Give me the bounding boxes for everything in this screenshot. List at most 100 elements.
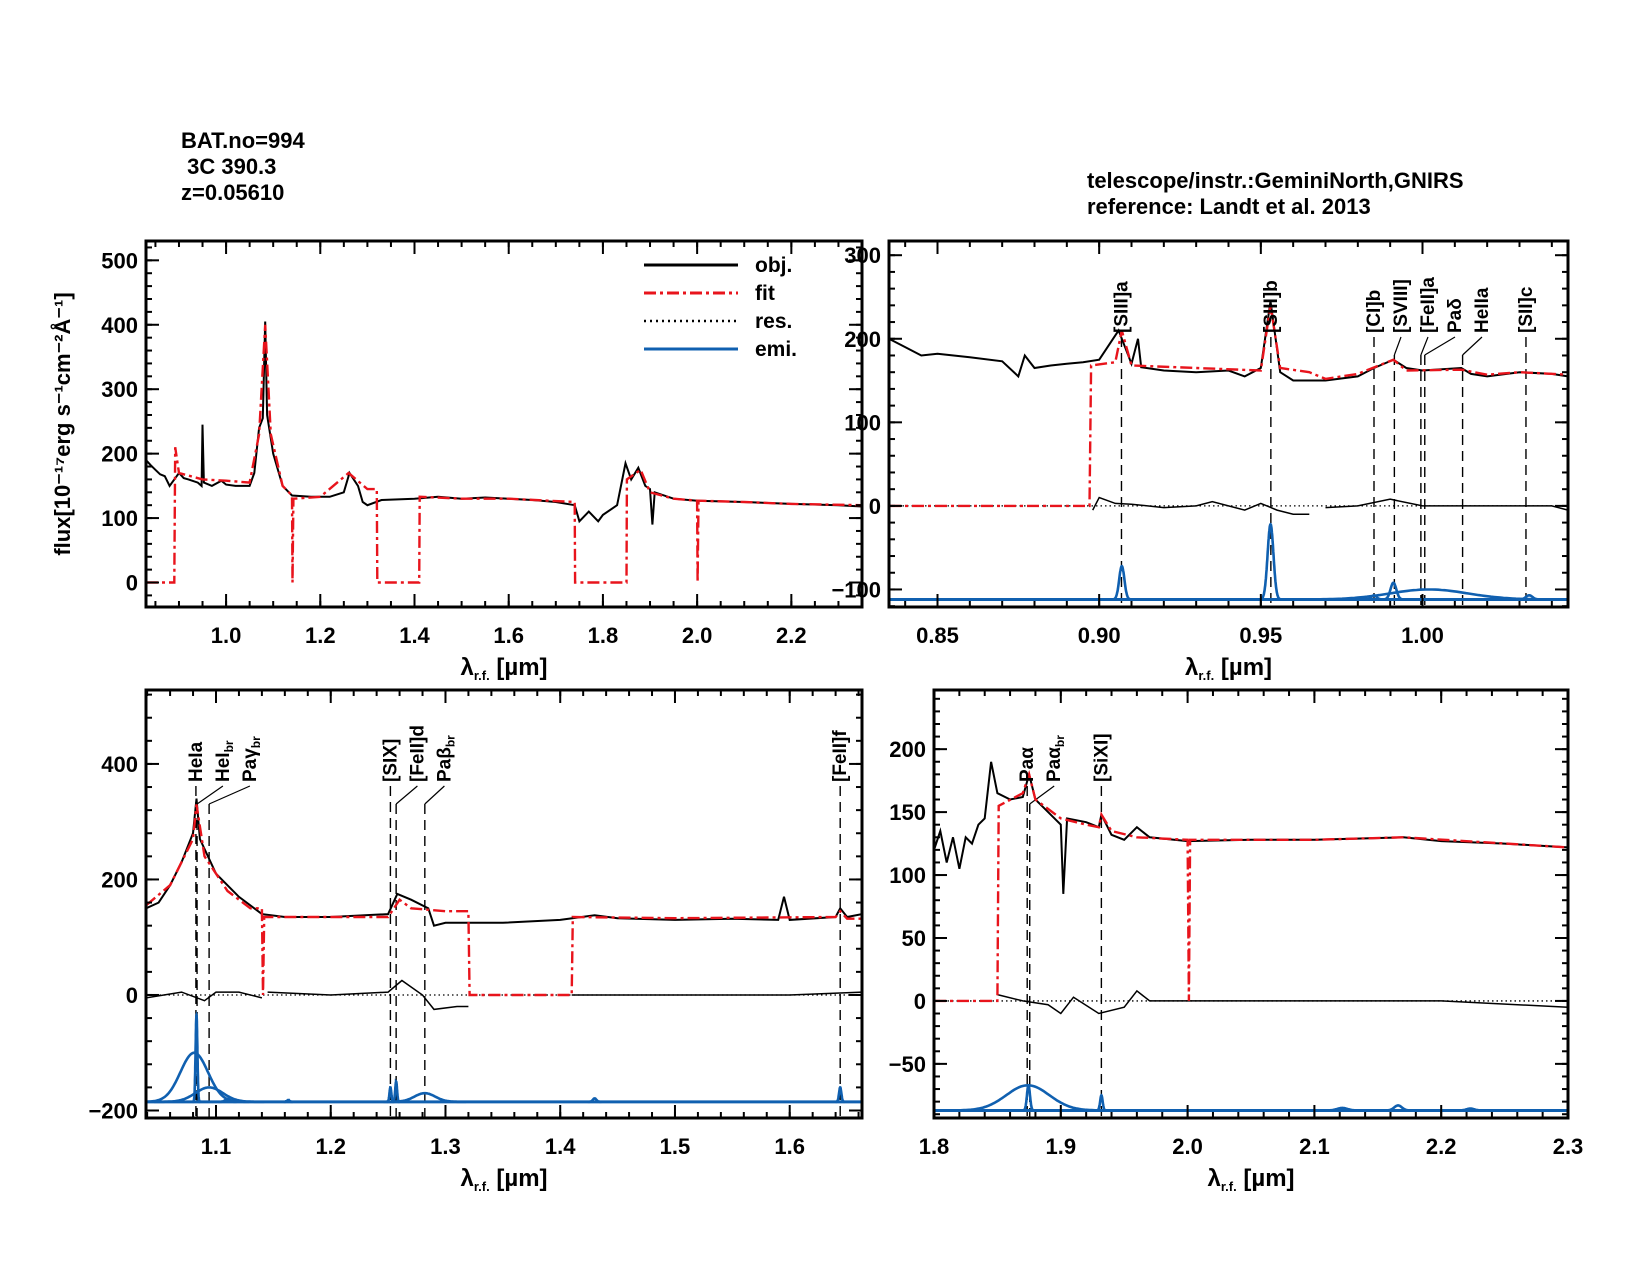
ticks [146, 690, 862, 1118]
line-label: [SVIII] [1391, 279, 1412, 333]
x-tick-label: 1.1 [201, 1134, 232, 1159]
line-marker-leader-1 [1029, 785, 1055, 805]
x-tick-label: 1.4 [545, 1134, 576, 1159]
axes-frame [144, 239, 864, 609]
line-label: Paα [1017, 747, 1038, 782]
y-tick-label: 200 [889, 737, 926, 762]
line-label: [SIX] [380, 739, 401, 782]
x-label-sub: r.f. [1198, 668, 1214, 683]
line-label-name: [FeII]f [830, 730, 851, 782]
ticks [146, 241, 863, 607]
line-marker-leader-2 [208, 785, 251, 805]
line-label: [SiXI] [1091, 733, 1112, 782]
y-tick-label: 100 [101, 506, 138, 531]
ticks [889, 241, 1568, 608]
line-label-name: [SiXI] [1091, 733, 1112, 782]
line-label-name: HeIIa [1472, 287, 1493, 333]
x-tick-label: 1.00 [1401, 623, 1444, 648]
x-label-main: λ [1207, 1165, 1220, 1192]
x-tick-label: 1.9 [1046, 1134, 1077, 1159]
line-marker-leader-4 [1420, 336, 1429, 356]
line-label-sub: br [1053, 735, 1067, 747]
panel-kband: Paα Paαbr [SiXI]1.8 1.9 2.0 2.1 2.2 2.3−5005010… [889, 688, 1584, 1194]
x-tick-label: 1.2 [315, 1134, 346, 1159]
x-axis-label: λr.f. [µm] [460, 1165, 547, 1194]
y-tick-label: 150 [889, 800, 926, 825]
axes-frame [144, 688, 864, 1120]
line-label: [SIII]b [1261, 280, 1282, 333]
x-tick-label: 0.85 [916, 623, 959, 648]
legend-label-fit: fit [755, 282, 775, 305]
line-label-name: Paδ [1445, 298, 1466, 333]
x-label-main: λ [460, 654, 473, 681]
plot-area [146, 785, 862, 1118]
x-label-sub: r.f. [474, 668, 490, 683]
fit-series [146, 324, 862, 584]
x-label-main: λ [460, 1165, 473, 1192]
x-tick-label: 1.0 [211, 623, 242, 648]
x-label-unit: [µm] [490, 1165, 548, 1192]
line-label: Paβbr [434, 735, 457, 782]
line-label-name: Paγ [240, 748, 261, 782]
telescope-instrument: telescope/instr.:GeminiNorth,GNIRS [1087, 168, 1464, 193]
fit-series [146, 804, 862, 997]
x-label-unit: [µm] [1237, 1165, 1295, 1192]
fit-series [889, 305, 1568, 508]
line-label-name: HeI [213, 752, 234, 782]
x-tick-label: 1.5 [660, 1134, 691, 1159]
reference: reference: Landt et al. 2013 [1087, 194, 1371, 219]
x-axis-label: λr.f. [µm] [1185, 654, 1272, 683]
y-tick-label: −200 [88, 1098, 138, 1123]
y-tick-label: −50 [889, 1052, 926, 1077]
x-tick-label: 1.6 [493, 623, 524, 648]
x-tick-label: 1.3 [430, 1134, 461, 1159]
y-tick-label: −100 [831, 577, 881, 602]
y-tick-label: 300 [101, 377, 138, 402]
line-label: [SIII]a [1111, 281, 1132, 333]
line-label-name: [SII]c [1516, 286, 1537, 333]
y-tick-label: 400 [101, 752, 138, 777]
legend-label-res: res. [755, 310, 792, 333]
line-label: [FeII]f [830, 730, 851, 782]
residual-series [997, 989, 1568, 1015]
x-tick-label: 1.8 [919, 1134, 950, 1159]
line-label-name: [SIII]b [1261, 280, 1282, 333]
ticks [933, 690, 1569, 1118]
legend: obj. fit res. emi. [644, 254, 797, 361]
line-label: Paαbr [1044, 735, 1067, 782]
x-label-unit: [µm] [1214, 654, 1272, 681]
object-name: 3C 390.3 [181, 154, 277, 179]
line-label-name: [CI]b [1364, 290, 1385, 333]
y-tick-label: 50 [902, 926, 926, 951]
y-tick-label: 200 [101, 442, 138, 467]
line-marker-leader-3 [1393, 336, 1402, 356]
axes-frame [932, 688, 1570, 1120]
axes-frame [887, 239, 1570, 609]
x-axis-label: λr.f. [µm] [1207, 1165, 1294, 1194]
object-spectrum [934, 761, 1568, 894]
panel-zband: [SIII]a [SIII]b [CI]b [SVIII] [FeII]a Paδ HeII… [831, 239, 1570, 683]
line-label-name: [SVIII] [1391, 279, 1412, 333]
x-tick-label: 2.3 [1553, 1134, 1584, 1159]
x-tick-label: 2.0 [682, 623, 713, 648]
fit-series [934, 770, 1568, 1003]
line-label-name: HeIa [186, 741, 207, 782]
x-tick-label: 2.0 [1172, 1134, 1203, 1159]
panel-full: 1.0 1.2 1.4 1.6 1.8 2.0 2.2 0 100 200 300 400 500 λr.… [49, 239, 864, 683]
line-marker-leader-5 [1424, 336, 1456, 356]
line-label: [SII]c [1516, 286, 1537, 333]
line-label-name: [FeII]d [407, 725, 428, 782]
line-marker-leader-5 [424, 785, 445, 805]
line-label: HeIa [186, 741, 207, 782]
x-label-sub: r.f. [474, 1179, 490, 1194]
x-tick-label: 0.90 [1078, 623, 1121, 648]
object-spectrum [889, 301, 1568, 382]
line-label: [CI]b [1364, 290, 1385, 333]
x-tick-label: 1.8 [588, 623, 619, 648]
y-tick-label: 0 [869, 494, 881, 519]
line-label-name: [SIX] [380, 739, 401, 782]
y-tick-label: 500 [101, 248, 138, 273]
